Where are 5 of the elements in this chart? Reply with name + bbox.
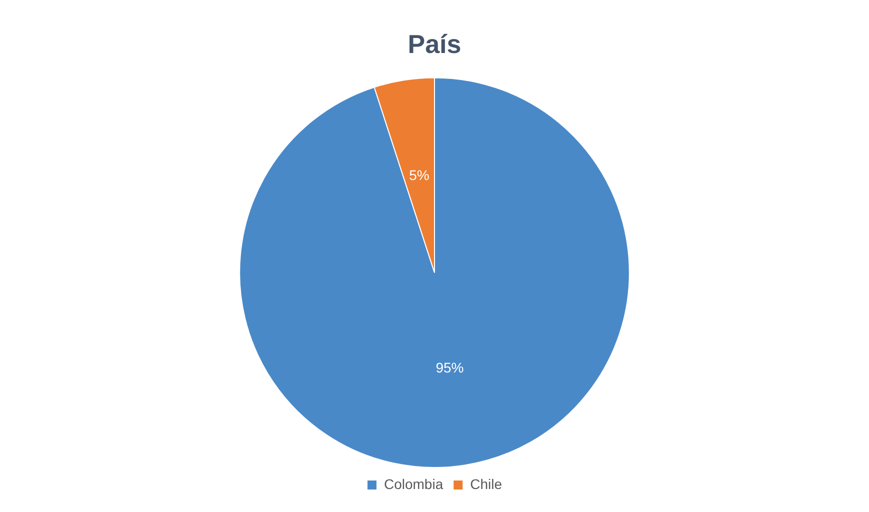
legend-label: Colombia xyxy=(384,476,444,492)
data-label: 5% xyxy=(409,167,430,184)
data-label: 95% xyxy=(436,360,464,376)
legend-label: Chile xyxy=(470,476,502,492)
chart-title: País xyxy=(408,28,462,59)
